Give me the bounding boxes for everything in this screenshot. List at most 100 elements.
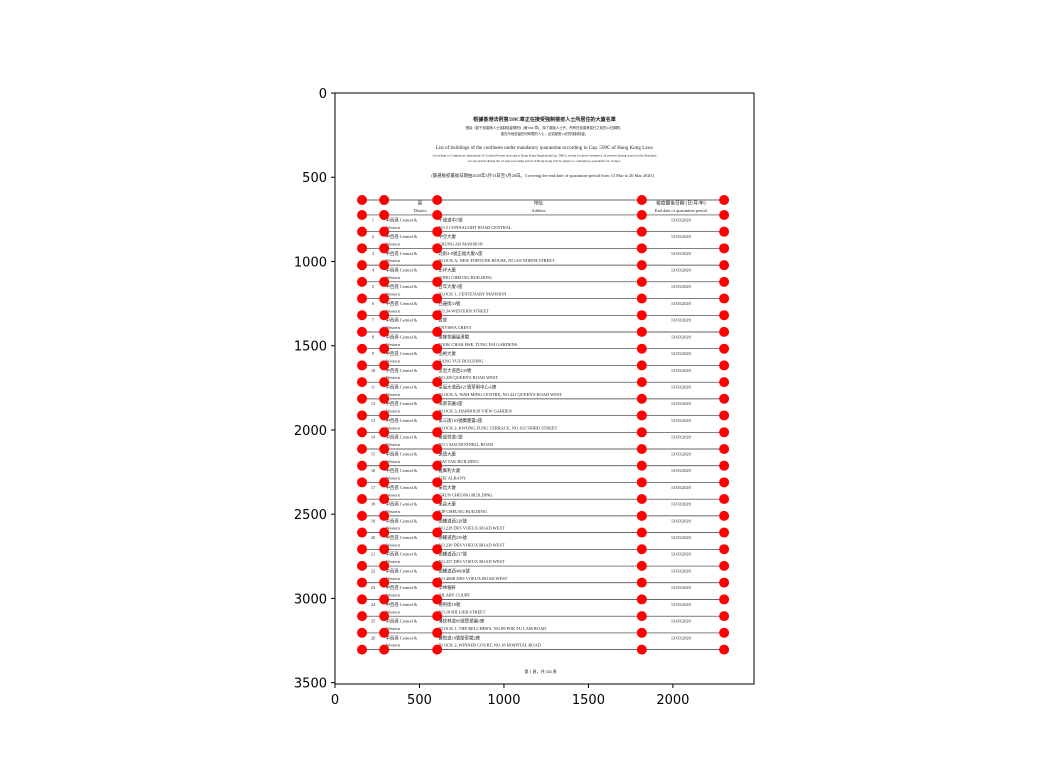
address-zh: 薄扶林道89號寶翠園1座 (438, 618, 485, 625)
address-zh: 學林雅軒 (438, 584, 456, 591)
address-zh: 德輔道西237號 (438, 551, 467, 558)
row-number: 12 (371, 401, 375, 406)
point (432, 427, 443, 438)
point (379, 560, 390, 571)
point (379, 377, 390, 388)
row-number: 8 (372, 334, 375, 339)
point (636, 460, 647, 471)
date: 13/03/2020 (671, 334, 692, 339)
address-en: HANG YUE BUILDING (438, 359, 484, 364)
point (357, 510, 368, 521)
y-tick-label: 3000 (294, 592, 327, 607)
district: 中西區 Central & (386, 551, 418, 558)
address-en: FOOK CHAK HSE, TUNG FAI GARDENS (438, 342, 517, 348)
point (379, 594, 390, 605)
address-en: BLOCK 1, THE BELCHER'S, NO.89 POK FU LAM… (438, 626, 546, 632)
address-en: NO.1 MACDONNELL ROAD (438, 442, 493, 447)
point (379, 243, 390, 254)
district: 中西區 Central & (386, 300, 418, 307)
point (379, 510, 390, 521)
point (357, 443, 368, 454)
y-tick-label: 1000 (294, 255, 327, 270)
document-image: 根據香港法例第599C章正在接受強制檢疫人士所居住的大廈名單根據《若干到香港人士… (335, 93, 754, 684)
district: 中西區 Central & (386, 400, 418, 407)
date: 13/03/2020 (671, 535, 692, 540)
address-zh: 西邊街34號 (438, 300, 461, 307)
row-number: 11 (371, 385, 375, 390)
date: 13/03/2020 (671, 518, 692, 523)
row-number: 16 (371, 468, 376, 473)
address-zh: 禧利街18號 (438, 601, 461, 608)
point (719, 611, 730, 622)
district: Western (386, 609, 401, 614)
address-zh: 中亞大廈 (438, 233, 456, 240)
point (357, 427, 368, 438)
point (719, 260, 730, 271)
point (432, 360, 443, 371)
date: 13/03/2020 (671, 351, 692, 356)
point (379, 310, 390, 321)
point (719, 494, 730, 505)
header: 地址 (534, 199, 544, 206)
point (719, 544, 730, 555)
point (379, 226, 390, 237)
y-tick-label: 2500 (294, 508, 327, 523)
address-en: NO.5 CONNAUGHT ROAD CENTRAL (438, 225, 512, 230)
district: 中西區 Central & (386, 434, 418, 441)
address-zh: 北街4-8號正福大廈A座 (438, 250, 483, 257)
address-en: BLOCK 3, HARBOUR VIEW GARDEN (438, 409, 512, 415)
notice-en: According to Compulsory Quarantine of Ce… (433, 153, 657, 158)
district: 中西區 Central & (386, 584, 418, 591)
point (379, 209, 390, 220)
point (432, 460, 443, 471)
point (636, 326, 647, 337)
point (432, 226, 443, 237)
district: 中西區 Central & (386, 484, 418, 491)
point (636, 209, 647, 220)
header: Address (531, 208, 546, 213)
point (357, 360, 368, 371)
point (432, 443, 443, 454)
point (719, 393, 730, 404)
row-number: 1 (372, 217, 374, 222)
row-number: 14 (371, 435, 376, 440)
y-tick-label: 1500 (294, 340, 327, 355)
point (357, 527, 368, 538)
point (719, 510, 730, 521)
point (636, 577, 647, 588)
row-number: 9 (372, 351, 375, 356)
x-tick-label: 0 (331, 693, 339, 708)
district: Western (386, 425, 401, 430)
district: 中西區 Central & (386, 450, 418, 457)
y-tick-label: 500 (302, 171, 327, 186)
point (636, 443, 647, 454)
point (719, 343, 730, 354)
district: Western (386, 308, 401, 313)
district: 中西區 Central & (386, 618, 418, 625)
point (432, 260, 443, 271)
point (357, 460, 368, 471)
point (432, 310, 443, 321)
point (636, 427, 647, 438)
header: 區 (418, 200, 423, 206)
point (636, 611, 647, 622)
district: 中西區 Central & (386, 283, 418, 290)
page (335, 93, 754, 684)
point (636, 544, 647, 555)
date: 13/03/2020 (671, 619, 692, 624)
point (636, 343, 647, 354)
district: Western (386, 459, 401, 464)
address-en: BLOCK A, NEW FORTUNE HOUSE, NO.4-8 NORTH… (438, 258, 555, 264)
address-zh: 東輝花園福澤閣 (438, 333, 469, 340)
district: Western (386, 359, 401, 364)
point (432, 194, 443, 205)
point (379, 544, 390, 555)
header: District (414, 208, 428, 213)
row-number: 5 (372, 284, 375, 289)
point (636, 194, 647, 205)
title-zh: 根據香港法例第599C章正在接受強制檢疫人士所居住的大廈名單 (473, 116, 616, 123)
row-number: 20 (371, 535, 376, 540)
address-zh: 百年大廈1座 (438, 283, 463, 290)
date: 13/03/2020 (671, 217, 692, 222)
district: Western (386, 392, 401, 397)
